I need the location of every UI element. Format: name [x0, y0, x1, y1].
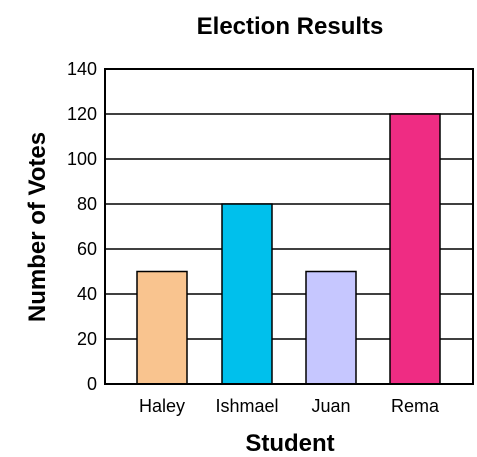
y-tick-label: 100 — [67, 149, 97, 169]
x-category-label: Juan — [311, 396, 350, 416]
bar-haley — [136, 270, 188, 385]
x-axis-label: Student — [245, 430, 334, 457]
y-tick-label: 80 — [77, 194, 97, 214]
y-tick-label: 140 — [67, 59, 97, 79]
y-tick-label: 120 — [67, 104, 97, 124]
y-tick-label: 60 — [77, 239, 97, 259]
bars-layer — [136, 113, 441, 385]
x-category-label: Rema — [391, 396, 440, 416]
y-axis-label: Number of Votes — [24, 132, 51, 322]
bar-rema — [389, 113, 441, 385]
chart-title: Election Results — [197, 13, 384, 40]
x-category-label: Haley — [139, 396, 185, 416]
plot-frame — [104, 68, 474, 385]
y-tick-label: 20 — [77, 329, 97, 349]
y-ticks-layer: 0 20 40 60 80 100 120 140 — [67, 59, 97, 394]
x-category-label: Ishmael — [215, 396, 278, 416]
y-tick-label: 40 — [77, 284, 97, 304]
bar-ishmael — [221, 203, 273, 385]
y-tick-label: 0 — [87, 374, 97, 394]
x-categories-layer: Haley Ishmael Juan Rema — [139, 396, 440, 416]
bar-juan — [305, 270, 357, 385]
